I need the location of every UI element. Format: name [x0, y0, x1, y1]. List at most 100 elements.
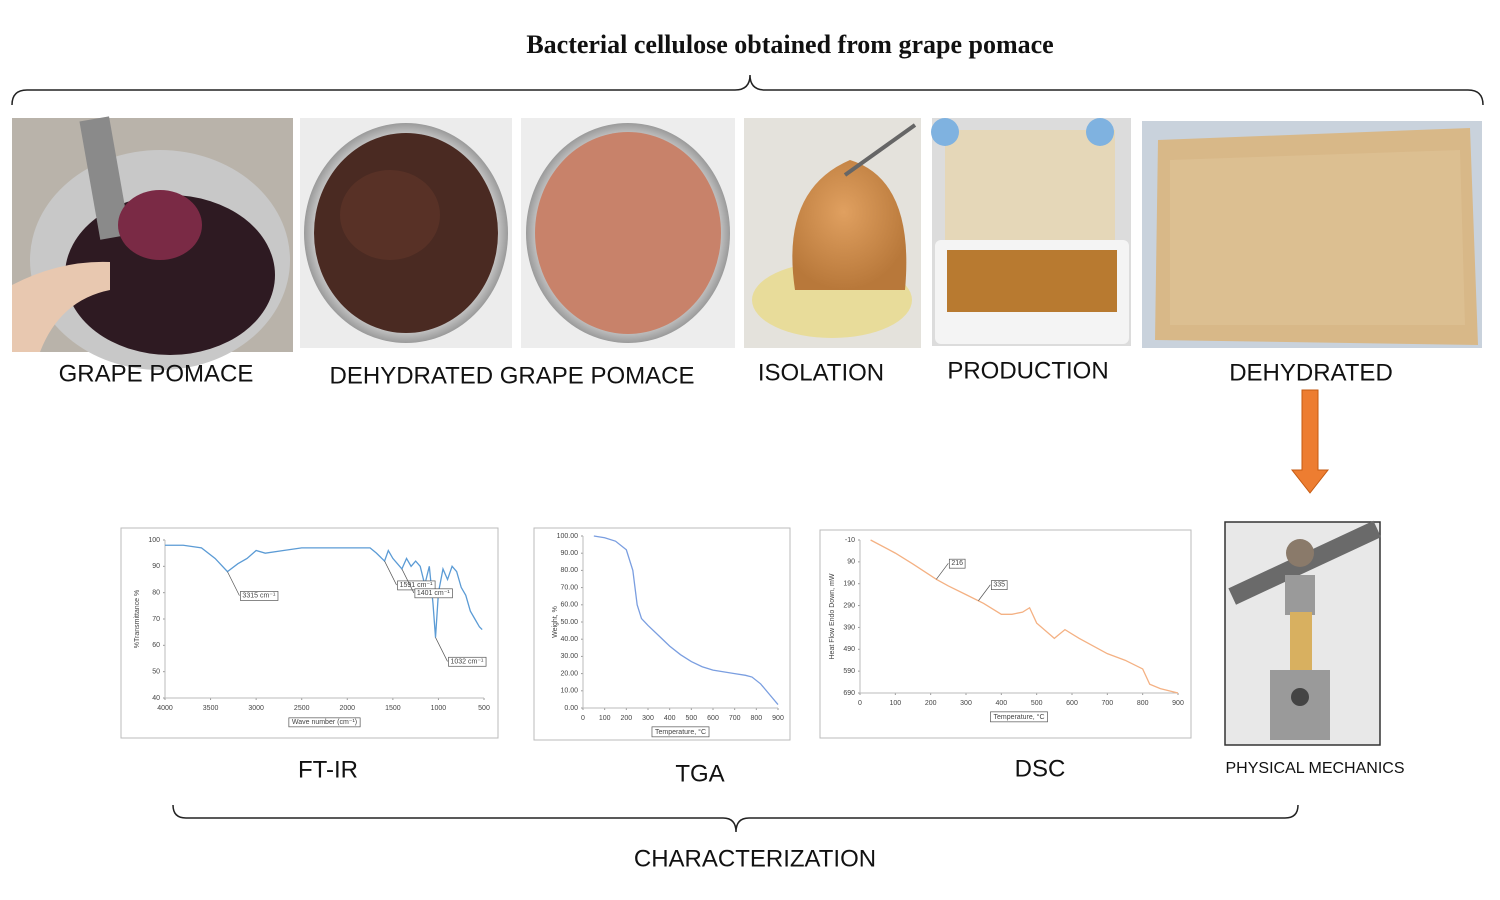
curve: [593, 535, 779, 705]
photo-isolation: [744, 118, 921, 348]
y-tick-label: 590: [843, 668, 855, 675]
x-tick-label: 400: [995, 700, 1007, 707]
x-tick-label: 700: [729, 715, 741, 722]
y-tick-label: 80: [152, 590, 160, 597]
y-tick-label: 20.00: [560, 670, 578, 677]
y-tick-label: 100.00: [557, 533, 579, 540]
annotation-box: [240, 591, 279, 601]
annotation-box: [448, 656, 487, 667]
x-tick-label: 600: [1066, 700, 1078, 707]
x-tick-label: 2000: [339, 705, 355, 712]
curve: [165, 544, 483, 638]
annotation: 1401 cm⁻¹: [417, 590, 451, 597]
x-axis-label: Temperature, °C: [993, 713, 1044, 721]
y-tick-label: 10.00: [560, 688, 578, 695]
top-brace: [11, 74, 1484, 106]
x-tick-label: 900: [1172, 700, 1184, 707]
leader-line: [401, 568, 415, 594]
x-tick-label: 3500: [203, 705, 219, 712]
y-axis-label: Weight, %: [552, 606, 559, 638]
y-tick-label: 60: [152, 642, 160, 649]
y-tick-label: 70.00: [560, 584, 578, 591]
y-tick-label: 90: [847, 559, 855, 566]
x-tick-label: 400: [664, 715, 676, 722]
annotation-box: [948, 558, 966, 569]
y-tick-label: 100: [148, 537, 160, 544]
group-label: CHARACTERIZATION: [634, 845, 876, 872]
chart-frame: [533, 527, 791, 741]
y-tick-label: 390: [843, 624, 855, 631]
arrow: [1290, 389, 1330, 494]
photo-dehydrated-pomace: [300, 118, 512, 348]
leader-line: [936, 563, 949, 580]
x-tick-label: 300: [642, 715, 654, 722]
x-tick-label: 500: [685, 715, 697, 722]
photo-mechanics: [1224, 520, 1382, 746]
method-label: TGA: [675, 760, 724, 787]
leader-line: [435, 637, 448, 662]
x-tick-label: 2500: [294, 705, 310, 712]
annotation: 1032 cm⁻¹: [451, 658, 485, 665]
x-tick-label: 100: [599, 715, 611, 722]
annotation: 3315 cm⁻¹: [242, 592, 276, 599]
y-tick-label: 40.00: [560, 636, 578, 643]
step-label: DEHYDRATED GRAPE POMACE: [330, 362, 695, 389]
x-tick-label: 800: [750, 715, 762, 722]
annotation: 216: [951, 560, 963, 567]
x-tick-label: 100: [889, 700, 901, 707]
label-box: [990, 711, 1048, 723]
x-tick-label: 0: [858, 700, 862, 707]
x-axis-label: Wave number (cm⁻¹): [292, 719, 357, 726]
y-tick-label: 30.00: [560, 653, 578, 660]
y-tick-label: 190: [843, 581, 855, 588]
y-tick-label: 40: [152, 695, 160, 702]
y-tick-label: 690: [843, 690, 855, 697]
annotation: 1591 cm⁻¹: [400, 582, 434, 589]
title: Bacterial cellulose obtained from grape …: [526, 30, 1053, 59]
leader-line: [384, 560, 397, 586]
y-axis-label: Heat Flow Endo Down, mW: [829, 573, 836, 659]
chart-frame: [819, 529, 1192, 739]
y-axis-label: %Transmittance %: [134, 590, 141, 648]
y-tick-label: 50.00: [560, 619, 578, 626]
x-tick-label: 600: [707, 715, 719, 722]
label-box: [288, 717, 361, 728]
y-tick-label: 90: [152, 563, 160, 570]
method-label: DSC: [1015, 755, 1066, 782]
step-label: GRAPE POMACE: [59, 360, 254, 387]
x-tick-label: 3000: [248, 705, 264, 712]
photo-production: [931, 118, 1131, 346]
x-tick-label: 1000: [431, 705, 447, 712]
x-tick-label: 1500: [385, 705, 401, 712]
photo-powder: [521, 118, 735, 348]
x-tick-label: 300: [960, 700, 972, 707]
y-tick-label: 80.00: [560, 567, 578, 574]
y-tick-label: 0.00: [564, 705, 578, 712]
x-tick-label: 200: [620, 715, 632, 722]
y-tick-label: -10: [845, 537, 855, 544]
x-tick-label: 900: [772, 715, 784, 722]
bottom-brace: [172, 804, 1299, 833]
x-tick-label: 500: [1031, 700, 1043, 707]
curve: [870, 539, 1179, 694]
x-tick-label: 500: [478, 705, 490, 712]
step-label: DEHYDRATED: [1229, 359, 1393, 386]
annotation-box: [414, 588, 453, 599]
y-tick-label: 90.00: [560, 550, 578, 557]
leader-line: [227, 571, 240, 596]
x-axis-label: Temperature, °C: [655, 728, 706, 736]
method-label: FT-IR: [298, 756, 358, 783]
leader-line: [978, 584, 991, 601]
x-tick-label: 4000: [157, 705, 173, 712]
x-tick-label: 200: [925, 700, 937, 707]
y-tick-label: 70: [152, 616, 160, 623]
step-label: ISOLATION: [758, 359, 884, 386]
photo-grape-pomace: [12, 116, 293, 370]
method-label: PHYSICAL MECHANICS: [1226, 760, 1405, 777]
x-tick-label: 700: [1101, 700, 1113, 707]
step-label: PRODUCTION: [947, 357, 1108, 384]
y-tick-label: 60.00: [560, 602, 578, 609]
y-tick-label: 490: [843, 646, 855, 653]
